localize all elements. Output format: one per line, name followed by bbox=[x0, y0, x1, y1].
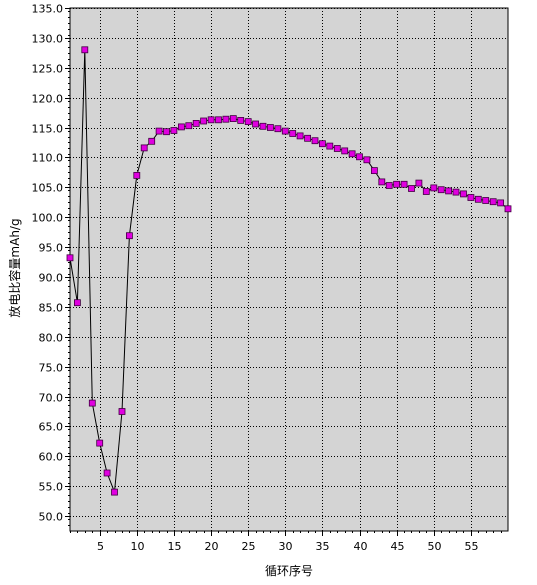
y-tick-label: 80.0 bbox=[39, 332, 64, 345]
data-point bbox=[318, 140, 326, 148]
series-markers bbox=[66, 46, 512, 496]
x-tick-label: 5 bbox=[97, 540, 104, 553]
y-tick-label: 90.0 bbox=[39, 272, 64, 285]
data-point bbox=[504, 205, 512, 213]
x-axis: 5 10 15 20 25 30 35 40 45 50 55 bbox=[70, 531, 502, 553]
data-point bbox=[185, 122, 193, 130]
data-point bbox=[140, 144, 148, 152]
data-point bbox=[408, 185, 415, 192]
y-tick-label: 125.0 bbox=[32, 63, 64, 76]
data-point bbox=[81, 46, 89, 54]
data-point bbox=[133, 171, 141, 179]
data-point bbox=[148, 137, 156, 145]
data-point bbox=[215, 116, 222, 124]
data-point bbox=[244, 118, 252, 125]
x-axis-title: 循环序号 bbox=[265, 563, 313, 578]
data-point bbox=[497, 199, 505, 207]
x-tick-label: 55 bbox=[465, 540, 479, 553]
data-point bbox=[274, 125, 282, 133]
data-point bbox=[393, 180, 401, 188]
data-point bbox=[489, 198, 497, 206]
data-point bbox=[385, 182, 393, 189]
x-tick-label: 20 bbox=[205, 540, 219, 553]
y-tick-label: 135.0 bbox=[32, 3, 64, 16]
y-axis-title: 放电比容量mAh/g bbox=[7, 218, 22, 317]
data-point bbox=[430, 184, 438, 192]
y-tick-label: 70.0 bbox=[39, 392, 64, 405]
y-tick-label: 50.0 bbox=[39, 511, 64, 524]
data-point bbox=[452, 188, 460, 196]
y-tick-label: 130.0 bbox=[32, 33, 64, 46]
y-tick-label: 55.0 bbox=[39, 481, 64, 494]
data-point bbox=[88, 399, 96, 407]
y-tick-label: 60.0 bbox=[39, 451, 64, 464]
data-point bbox=[177, 123, 185, 131]
y-tick-label: 75.0 bbox=[39, 362, 64, 375]
x-tick-label: 10 bbox=[131, 540, 145, 553]
data-point bbox=[460, 190, 467, 198]
data-point bbox=[252, 120, 260, 128]
y-axis: 50.0 55.0 60.0 65.0 70.0 75.0 80.0 85.0 90.0 95.0… bbox=[32, 3, 70, 526]
data-point bbox=[111, 488, 118, 496]
data-point bbox=[437, 186, 445, 194]
data-point bbox=[422, 188, 430, 195]
x-tick-label: 45 bbox=[391, 540, 405, 553]
data-point bbox=[289, 130, 297, 137]
data-point bbox=[467, 194, 475, 201]
y-tick-label: 105.0 bbox=[32, 182, 64, 195]
x-tick-label: 40 bbox=[354, 540, 368, 553]
data-point bbox=[103, 469, 111, 477]
data-point bbox=[311, 137, 319, 145]
data-point bbox=[170, 127, 178, 134]
data-point bbox=[259, 122, 267, 130]
y-tick-label: 100.0 bbox=[32, 212, 64, 225]
data-point bbox=[333, 145, 341, 152]
data-point bbox=[474, 195, 482, 203]
x-tick-label: 35 bbox=[316, 540, 330, 553]
data-point bbox=[370, 167, 378, 175]
data-point bbox=[304, 134, 312, 142]
data-point bbox=[126, 232, 133, 240]
y-tick-label: 95.0 bbox=[39, 242, 64, 255]
data-point bbox=[74, 299, 81, 307]
x-tick-label: 25 bbox=[242, 540, 256, 553]
data-point bbox=[237, 117, 245, 124]
data-point bbox=[207, 116, 215, 124]
data-point bbox=[229, 115, 237, 122]
data-point bbox=[200, 117, 208, 125]
y-tick-label: 115.0 bbox=[32, 123, 64, 136]
data-point bbox=[266, 124, 274, 131]
data-point bbox=[66, 254, 74, 262]
x-tick-label: 50 bbox=[428, 540, 442, 553]
data-point bbox=[363, 156, 371, 164]
data-point bbox=[296, 132, 304, 140]
data-point bbox=[192, 120, 200, 127]
data-point bbox=[118, 408, 126, 415]
data-point bbox=[400, 180, 408, 188]
data-point bbox=[326, 142, 334, 150]
data-point bbox=[96, 439, 104, 447]
data-point bbox=[415, 179, 423, 187]
y-tick-label: 65.0 bbox=[39, 421, 64, 434]
data-point bbox=[341, 147, 349, 155]
data-point bbox=[356, 153, 363, 161]
plot-area bbox=[69, 7, 509, 532]
data-point bbox=[348, 150, 356, 158]
data-point bbox=[281, 127, 289, 135]
y-tick-label: 120.0 bbox=[32, 93, 64, 106]
data-point bbox=[155, 127, 163, 135]
data-point bbox=[378, 178, 386, 186]
grid-lines bbox=[70, 8, 508, 531]
data-point bbox=[163, 128, 170, 136]
y-tick-label: 85.0 bbox=[39, 302, 64, 315]
data-point bbox=[445, 187, 453, 195]
x-tick-label: 30 bbox=[279, 540, 293, 553]
y-tick-label: 110.0 bbox=[32, 152, 64, 165]
x-tick-label: 15 bbox=[168, 540, 182, 553]
data-point bbox=[482, 197, 490, 204]
data-point bbox=[222, 115, 230, 123]
